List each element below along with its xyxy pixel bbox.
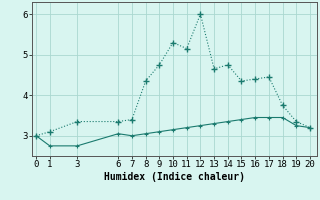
X-axis label: Humidex (Indice chaleur): Humidex (Indice chaleur) <box>104 172 245 182</box>
